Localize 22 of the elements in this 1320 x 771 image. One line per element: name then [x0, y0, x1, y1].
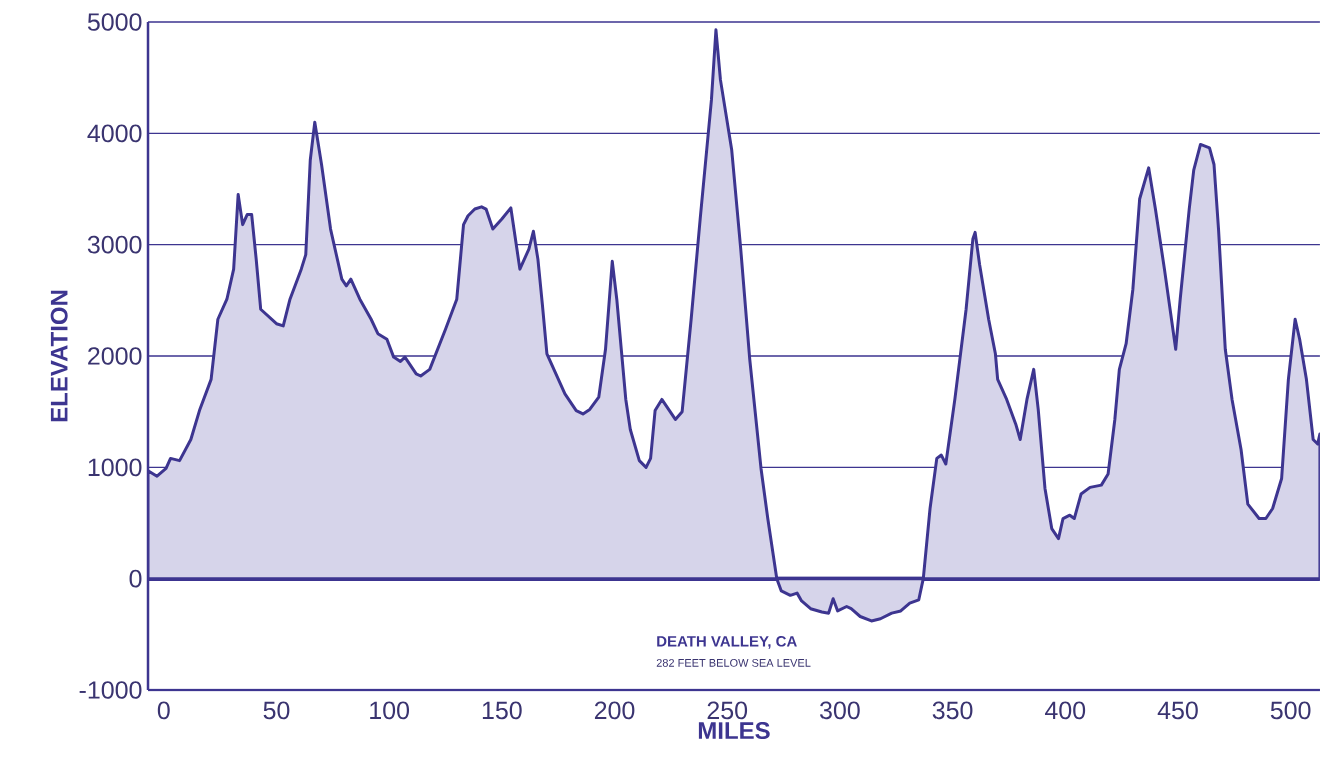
x-tick-label: 400 — [1044, 701, 1086, 720]
x-tick-label: 250 — [707, 701, 748, 720]
x-tick-label: 300 — [820, 701, 860, 720]
y-tick-label: 0 — [129, 569, 142, 588]
x-tick-label: 0 — [157, 701, 170, 720]
y-axis-title: ELEVATION — [50, 290, 68, 422]
y-tick-label: 1000 — [88, 458, 142, 477]
x-tick-label: 350 — [932, 701, 973, 720]
y-tick-label: 4000 — [87, 124, 142, 143]
y-tick-label: 3000 — [87, 235, 142, 254]
annotation: 282 FEET BELOW SEA LEVEL — [656, 659, 811, 667]
y-tick-label: 2000 — [88, 347, 142, 365]
x-tick-label: 500 — [1270, 701, 1311, 720]
x-axis-title: MILES — [698, 722, 770, 740]
x-tick-label: 100 — [370, 701, 410, 720]
x-tick-label: 200 — [594, 701, 635, 720]
x-tick-label: 150 — [482, 701, 522, 720]
y-tick-label: 5000 — [87, 13, 142, 31]
x-tick-label: 450 — [1157, 701, 1198, 720]
annotation: DEATH VALLEY, CA — [657, 635, 797, 649]
x-tick-label: 50 — [263, 701, 290, 720]
y-tick-label: -1000 — [79, 681, 142, 699]
